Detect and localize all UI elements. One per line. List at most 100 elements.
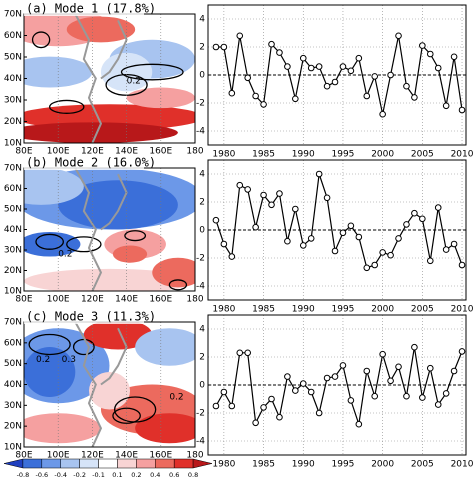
series-point xyxy=(403,392,410,400)
y-tick-label: 10N xyxy=(4,139,22,149)
x-tick-label: 1980 xyxy=(212,460,235,470)
shading xyxy=(112,245,148,263)
series-point xyxy=(426,50,434,58)
series-point xyxy=(419,394,426,401)
y-tick-label: 60N xyxy=(4,184,22,194)
plot-frame xyxy=(207,159,467,301)
x-tick-label: 180 xyxy=(186,451,203,461)
color-swatch xyxy=(79,458,99,469)
series-point xyxy=(292,205,299,213)
timeseries-panel: 1980 1985 1990 1995 2000 2005 2010 -4 -2 0 2 4 xyxy=(196,4,474,160)
series-point xyxy=(450,53,458,61)
y-tick-label: 10N xyxy=(4,287,22,297)
color-swatch xyxy=(192,458,213,469)
series-point xyxy=(244,349,251,357)
title-bg xyxy=(24,156,144,170)
x-tick-label: 140E xyxy=(115,451,138,461)
series-point xyxy=(260,191,267,199)
y-tick-label: 0 xyxy=(199,381,205,391)
x-tick-label: 180 xyxy=(186,295,203,305)
series-point xyxy=(276,190,283,197)
series-point xyxy=(434,401,442,408)
y-tick-label: 2 xyxy=(199,353,205,363)
series-point xyxy=(458,261,466,269)
y-tick-label: 30N xyxy=(4,96,22,106)
color-swatch xyxy=(22,458,43,469)
series-point xyxy=(236,32,244,40)
plot-frame xyxy=(207,4,467,146)
map-panel: 80E 100E 120E 140E 160E 180 10N 20N 30N 40N 50N 60N… xyxy=(4,2,204,157)
series-point xyxy=(307,64,315,72)
series-point xyxy=(220,388,228,396)
series-point xyxy=(276,49,283,56)
x-tick-label: 1995 xyxy=(332,150,355,160)
title-bg xyxy=(24,2,144,16)
colorbar-label: -0.6 xyxy=(35,471,48,479)
series-point xyxy=(244,74,251,82)
series-point xyxy=(379,249,386,256)
colorbar-label: 0.2 xyxy=(131,471,141,479)
series-point xyxy=(252,419,259,427)
x-tick-label: 140E xyxy=(115,295,138,305)
y-tick-label: -4 xyxy=(196,127,205,137)
series-point xyxy=(434,64,442,72)
y-tick-label: 30N xyxy=(4,246,22,256)
x-tick-label: 2000 xyxy=(371,305,394,315)
series-point xyxy=(331,373,339,380)
y-tick-label: 30N xyxy=(4,401,22,411)
series-point xyxy=(299,380,307,387)
x-tick-label: 1985 xyxy=(252,305,275,315)
panel-title: (a) Mode 1 (17.8%) xyxy=(26,2,156,16)
shading xyxy=(24,168,84,205)
shading xyxy=(126,87,195,109)
series-line xyxy=(215,347,463,425)
x-tick-label: 80E xyxy=(15,295,32,305)
colorbar-label: 0.8 xyxy=(188,471,198,479)
series-point xyxy=(395,235,402,242)
map-field xyxy=(24,14,195,143)
y-tick-label: 4 xyxy=(199,170,205,180)
shading xyxy=(24,347,76,397)
series-point xyxy=(292,95,299,103)
x-tick-label: 160E xyxy=(149,451,172,461)
y-tick-label: 2 xyxy=(199,43,205,53)
x-tick-label: 80E xyxy=(15,147,32,157)
series-point xyxy=(387,377,394,385)
shading xyxy=(100,52,153,92)
shading xyxy=(66,16,136,43)
series xyxy=(212,170,466,272)
contour-label: 0.2 xyxy=(58,250,72,260)
series-point xyxy=(315,63,323,70)
y-tick-label: 40N xyxy=(4,225,22,235)
x-tick-label: 1980 xyxy=(212,150,235,160)
y-tick-label: -2 xyxy=(196,254,205,264)
color-swatch xyxy=(155,458,175,469)
x-tick-label: 1995 xyxy=(332,460,355,470)
y-tick-label: 20N xyxy=(4,422,22,432)
color-swatch xyxy=(60,458,80,469)
color-swatch xyxy=(173,458,194,469)
y-tick-label: 4 xyxy=(199,15,205,25)
series-point xyxy=(403,221,410,228)
y-tick-label: 70N xyxy=(4,318,22,328)
shading xyxy=(83,322,153,350)
y-tick-label: 60N xyxy=(4,31,22,41)
contour-label: 0.2 xyxy=(169,393,183,403)
timeseries-panel: 1980 1985 1990 1995 2000 2005 2010 -4 -2 0 2 4 xyxy=(196,159,474,315)
color-swatch xyxy=(136,458,156,469)
x-tick-label: 1995 xyxy=(332,305,355,315)
y-tick-label: 20N xyxy=(4,117,22,127)
series-point xyxy=(315,170,323,178)
x-tick-label: 2005 xyxy=(411,460,434,470)
contour-label: 0.2 xyxy=(127,77,141,87)
title-bg xyxy=(24,310,144,324)
series-point xyxy=(434,204,442,211)
y-tick-label: 60N xyxy=(4,338,22,348)
colorbar-label: -0.1 xyxy=(92,471,105,479)
series-point xyxy=(411,209,418,217)
color-swatch xyxy=(98,458,118,469)
x-tick-label: 2000 xyxy=(371,150,394,160)
series-point xyxy=(419,215,426,223)
colorbar: -0.8 -0.6 -0.4 -0.2 -0.1 0.1 0.2 0.4 0.6 0.8 xyxy=(3,458,213,479)
